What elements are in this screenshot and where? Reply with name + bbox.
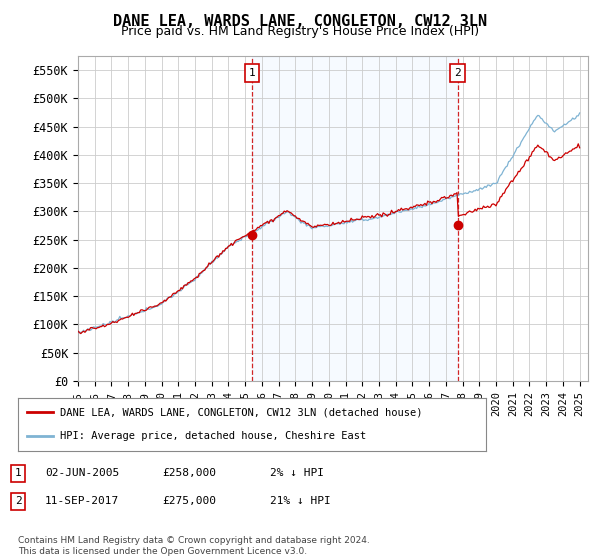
Text: 1: 1 — [249, 68, 256, 78]
Text: 02-JUN-2005: 02-JUN-2005 — [45, 468, 119, 478]
Text: DANE LEA, WARDS LANE, CONGLETON, CW12 3LN: DANE LEA, WARDS LANE, CONGLETON, CW12 3L… — [113, 14, 487, 29]
Text: 2: 2 — [14, 496, 22, 506]
Text: £258,000: £258,000 — [162, 468, 216, 478]
Text: HPI: Average price, detached house, Cheshire East: HPI: Average price, detached house, Ches… — [60, 431, 367, 441]
Text: 1: 1 — [14, 468, 22, 478]
Text: 2% ↓ HPI: 2% ↓ HPI — [270, 468, 324, 478]
Text: Contains HM Land Registry data © Crown copyright and database right 2024.
This d: Contains HM Land Registry data © Crown c… — [18, 536, 370, 556]
Text: 11-SEP-2017: 11-SEP-2017 — [45, 496, 119, 506]
Text: £275,000: £275,000 — [162, 496, 216, 506]
Text: 2: 2 — [454, 68, 461, 78]
Text: 21% ↓ HPI: 21% ↓ HPI — [270, 496, 331, 506]
Text: Price paid vs. HM Land Registry's House Price Index (HPI): Price paid vs. HM Land Registry's House … — [121, 25, 479, 38]
Bar — [252, 56, 458, 381]
Text: DANE LEA, WARDS LANE, CONGLETON, CW12 3LN (detached house): DANE LEA, WARDS LANE, CONGLETON, CW12 3L… — [60, 408, 422, 418]
